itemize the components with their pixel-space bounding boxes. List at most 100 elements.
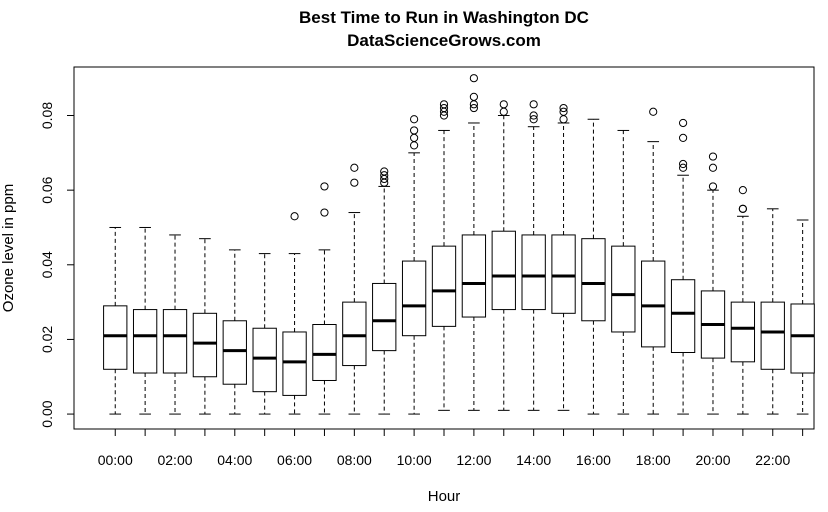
box-hour-18 — [641, 107, 666, 415]
outlier-point — [559, 107, 568, 116]
box-iqr — [760, 301, 785, 370]
box-hour-1 — [132, 226, 158, 415]
outlier-point — [439, 100, 449, 109]
x-tick-label: 04:00 — [217, 452, 252, 468]
box-hour-12 — [461, 74, 487, 411]
y-tick-label: 0.00 — [39, 400, 55, 427]
box-iqr — [372, 282, 397, 352]
box-iqr — [551, 234, 576, 314]
box-hour-14 — [521, 100, 546, 411]
outlier-point — [559, 103, 568, 113]
box-hour-10 — [401, 115, 427, 415]
box-hour-2 — [162, 234, 188, 415]
y-axis-label: Ozone level in ppm — [0, 184, 17, 312]
box-hour-19 — [670, 118, 696, 415]
outlier-point — [678, 159, 688, 169]
box-iqr — [312, 324, 337, 381]
box-iqr — [401, 260, 427, 337]
outlier-point — [738, 204, 747, 213]
x-tick-label: 22:00 — [755, 452, 790, 468]
x-tick-label: 14:00 — [516, 452, 551, 468]
box-hour-20 — [700, 152, 726, 415]
box-hour-16 — [581, 118, 606, 415]
box-iqr — [252, 327, 277, 393]
box-hour-7 — [312, 182, 337, 415]
x-tick-label: 10:00 — [397, 452, 432, 468]
outlier-point — [380, 167, 389, 176]
x-tick-label: 06:00 — [277, 452, 312, 468]
box-iqr — [132, 309, 158, 374]
box-hour-21 — [730, 186, 756, 415]
outlier-point — [320, 208, 329, 217]
outlier-point — [559, 115, 568, 124]
box-iqr — [192, 312, 218, 378]
outlier-point — [469, 92, 478, 101]
box-hour-9 — [372, 167, 397, 415]
box-iqr — [730, 301, 756, 363]
box-hour-0 — [103, 226, 128, 415]
outlier-point — [678, 133, 688, 143]
box-iqr — [282, 331, 307, 396]
box-iqr — [103, 305, 128, 370]
x-axis-label: Hour — [428, 488, 461, 505]
box-hour-3 — [192, 238, 218, 415]
x-axis: 00:00 02:00 04:00 06:00 08:00 10:00 12:00 14:00… — [98, 428, 804, 468]
outlier-point — [320, 182, 329, 191]
outlier-point — [410, 115, 419, 124]
outlier-point — [738, 186, 747, 195]
x-tick-label: 18:00 — [636, 452, 671, 468]
outlier-point — [380, 171, 389, 180]
box-hour-17 — [611, 129, 636, 415]
outlier-point — [649, 107, 658, 116]
x-tick-label: 08:00 — [337, 452, 372, 468]
boxes-layer — [103, 74, 815, 415]
outlier-point — [529, 115, 538, 124]
box-hour-22 — [760, 208, 785, 415]
outlier-point — [350, 178, 359, 187]
outlier-point — [290, 212, 299, 221]
outlier-point — [410, 126, 419, 135]
chart-title: Best Time to Run in Washington DC — [299, 8, 589, 27]
x-tick-label: 02:00 — [157, 452, 192, 468]
box-hour-13 — [491, 100, 516, 411]
box-hour-11 — [431, 100, 457, 411]
outlier-point — [439, 103, 449, 113]
box-iqr — [581, 238, 606, 322]
box-iqr — [611, 245, 636, 333]
box-iqr — [342, 301, 367, 367]
x-tick-label: 20:00 — [695, 452, 730, 468]
chart-subtitle: DataScienceGrows.com — [347, 31, 541, 50]
outlier-point — [678, 118, 688, 128]
y-tick-label: 0.06 — [39, 176, 55, 203]
box-hour-8 — [342, 163, 367, 415]
outlier-point — [469, 74, 478, 83]
outlier-point — [410, 141, 419, 150]
box-hour-4 — [222, 249, 247, 415]
outlier-point — [469, 103, 478, 113]
y-tick-label: 0.08 — [39, 102, 55, 129]
outlier-point — [708, 163, 718, 172]
box-iqr — [521, 234, 546, 311]
x-tick-label: 12:00 — [456, 452, 491, 468]
box-iqr — [790, 303, 815, 374]
y-axis: 0.00 0.02 0.04 0.06 0.08 — [39, 102, 75, 428]
outlier-point — [529, 100, 538, 109]
outlier-point — [499, 107, 508, 116]
box-hour-15 — [551, 103, 576, 411]
outlier-point — [410, 133, 419, 143]
x-tick-label: 00:00 — [98, 452, 133, 468]
box-iqr — [431, 245, 457, 327]
box-hour-6 — [282, 212, 307, 415]
outlier-point — [499, 100, 508, 109]
outlier-point — [708, 182, 718, 191]
y-tick-label: 0.04 — [39, 251, 55, 278]
box-iqr — [461, 234, 487, 318]
box-iqr — [491, 230, 516, 311]
box-hour-5 — [252, 253, 277, 415]
outlier-point — [708, 152, 718, 161]
box-hour-23 — [790, 219, 815, 415]
y-tick-label: 0.02 — [39, 326, 55, 353]
outlier-point — [350, 163, 359, 172]
x-tick-label: 16:00 — [576, 452, 611, 468]
